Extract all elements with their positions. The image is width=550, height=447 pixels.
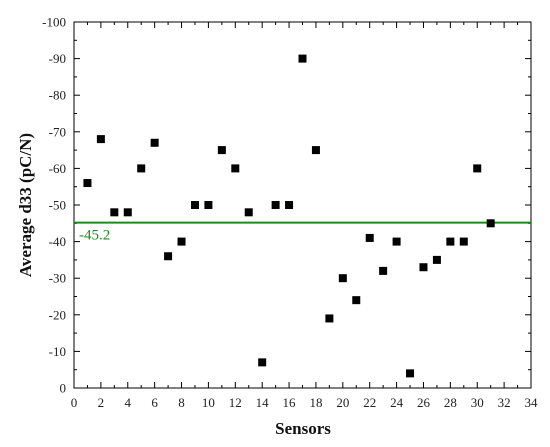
data-point — [432, 255, 441, 264]
data-point — [459, 237, 468, 246]
y-tick-label: -70 — [49, 124, 66, 139]
data-point — [406, 369, 415, 378]
data-point — [419, 263, 428, 272]
y-axis-title: Average d33 (pC/N) — [16, 133, 35, 277]
x-tick-label: 30 — [471, 395, 484, 410]
y-tick-label: -60 — [49, 161, 66, 176]
x-axis-title: Sensors — [275, 419, 331, 438]
x-tick-label: 34 — [525, 395, 539, 410]
x-tick-label: 26 — [417, 395, 431, 410]
data-point — [311, 146, 320, 155]
data-point — [83, 179, 92, 188]
y-tick-label: 0 — [60, 381, 67, 396]
y-tick-label: -20 — [49, 307, 66, 322]
y-tick-label: -40 — [49, 234, 66, 249]
data-point — [217, 146, 226, 155]
data-point — [190, 201, 199, 209]
data-point — [271, 201, 280, 209]
y-tick-label: -100 — [42, 15, 66, 30]
x-tick-label: 4 — [125, 395, 132, 410]
data-point — [204, 201, 213, 209]
data-point — [325, 314, 334, 323]
x-tick-label: 28 — [444, 395, 457, 410]
data-point — [244, 208, 253, 217]
reference-line-group: -45.2 — [74, 221, 531, 244]
y-tick-label: -90 — [49, 51, 66, 66]
data-point — [137, 164, 146, 173]
data-point — [379, 266, 388, 275]
y-tick-label: -10 — [49, 344, 66, 359]
x-tick-label: 24 — [390, 395, 404, 410]
axes: 0 2 4 6 8 10 12 14 16 18 20 22 24 26 28 30 32 340-10-20-3… — [42, 15, 538, 411]
x-tick-label: 14 — [256, 395, 270, 410]
data-point — [365, 233, 374, 242]
data-point — [446, 237, 455, 246]
plot-frame — [73, 21, 532, 389]
x-tick-label: 22 — [363, 395, 376, 410]
data-point — [123, 208, 132, 217]
data-points — [83, 54, 495, 378]
x-tick-label: 20 — [336, 395, 349, 410]
y-tick-label: -30 — [49, 271, 66, 286]
x-tick-label: 12 — [229, 395, 242, 410]
data-point — [110, 208, 119, 217]
data-point — [164, 252, 173, 261]
data-point — [231, 164, 240, 173]
x-tick-label: 10 — [202, 395, 215, 410]
data-point — [392, 237, 401, 246]
y-tick-label: -50 — [49, 198, 66, 213]
data-point — [96, 135, 105, 144]
data-point — [473, 164, 482, 173]
x-tick-label: 16 — [283, 395, 297, 410]
x-tick-label: 6 — [151, 395, 158, 410]
data-point — [258, 358, 267, 367]
x-tick-label: 32 — [498, 395, 511, 410]
y-tick-label: -80 — [49, 88, 66, 103]
data-point — [298, 54, 307, 63]
data-point — [150, 138, 159, 147]
x-tick-label: 18 — [309, 395, 322, 410]
data-point — [177, 237, 186, 246]
data-point — [285, 201, 294, 209]
data-point — [338, 274, 347, 283]
data-point — [486, 219, 495, 228]
x-tick-label: 2 — [98, 395, 105, 410]
x-tick-label: 8 — [178, 395, 185, 410]
data-point — [352, 296, 361, 305]
x-tick-label: 0 — [71, 395, 78, 410]
reference-line-label: -45.2 — [79, 228, 110, 244]
